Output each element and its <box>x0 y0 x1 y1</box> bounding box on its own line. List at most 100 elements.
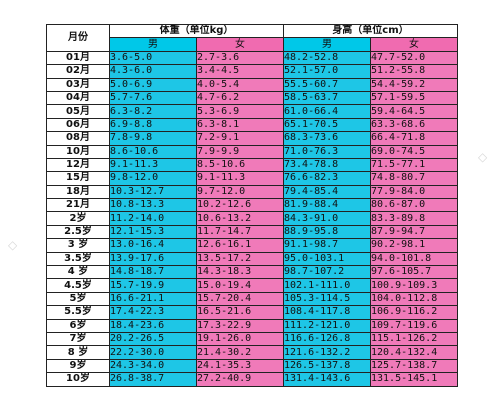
weight-male-cell: 14.8-18.7 <box>109 265 197 280</box>
weight-male-cell: 6.3-8.2 <box>109 104 197 119</box>
weight-female-cell: 3.4-4.5 <box>196 64 284 79</box>
table-row: 03月 5.0-6.9 4.0-5.4 55.5-60.7 54.4-59.2 <box>46 77 458 92</box>
height-female-header: 女 <box>370 37 458 52</box>
height-male-cell: 79.4-85.4 <box>283 184 371 200</box>
height-female-cell: 106.9-116.2 <box>370 305 458 320</box>
month-cell: 5.5岁 <box>46 305 110 320</box>
height-male-cell: 84.3-91.0 <box>283 211 371 226</box>
weight-male-cell: 6.9-8.8 <box>109 117 197 133</box>
height-male-header: 男 <box>283 37 371 52</box>
table-row: 4.5岁 15.7-19.9 15.0-19.4 102.1-111.0 100.9-1… <box>46 278 458 293</box>
height-male-cell: 61.0-66.4 <box>283 104 371 119</box>
month-cell: 10岁 <box>46 372 110 387</box>
height-female-cell: 80.6-87.0 <box>370 198 458 213</box>
height-female-cell: 74.8-80.7 <box>370 171 458 186</box>
height-female-cell: 51.2-55.8 <box>370 64 458 79</box>
table-row: 3 岁 13.0-16.4 12.6-16.1 91.1-98.7 90.2-98.1 <box>46 238 458 253</box>
table-row: 15月 9.8-12.0 9.1-11.3 76.6-82.3 74.8-80.7 <box>46 171 458 186</box>
height-female-cell: 120.4-132.4 <box>370 345 458 360</box>
height-male-cell: 98.7-107.2 <box>283 265 371 280</box>
height-female-cell: 71.5-77.1 <box>370 157 458 173</box>
height-female-cell: 115.1-126.2 <box>370 331 458 347</box>
table-row: 10岁 26.8-38.7 27.2-40.9 131.4-143.6 131.5-14… <box>46 372 458 387</box>
month-cell: 8 岁 <box>46 345 110 360</box>
weight-female-cell: 11.7-14.7 <box>196 224 284 240</box>
weight-male-cell: 26.8-38.7 <box>109 372 197 387</box>
weight-male-cell: 9.8-12.0 <box>109 171 197 186</box>
height-male-cell: 95.0-103.1 <box>283 251 371 267</box>
weight-female-cell: 16.5-21.6 <box>196 305 284 320</box>
table-row: 10月 8.6-10.6 7.9-9.9 71.0-76.3 69.0-74.5 <box>46 144 458 159</box>
height-female-cell: 100.9-109.3 <box>370 278 458 293</box>
weight-male-cell: 12.1-15.3 <box>109 224 197 240</box>
height-male-cell: 68.3-73.6 <box>283 131 371 146</box>
weight-male-cell: 4.3-6.0 <box>109 64 197 79</box>
table-row: 7岁 20.2-26.5 19.1-26.0 116.6-126.8 115.1-126… <box>46 331 458 347</box>
weight-female-header: 女 <box>196 37 284 52</box>
month-cell: 03月 <box>46 77 110 92</box>
weight-male-cell: 5.7-7.6 <box>109 90 197 106</box>
height-female-cell: 94.0-101.8 <box>370 251 458 267</box>
height-male-cell: 81.9-88.4 <box>283 198 371 213</box>
weight-female-cell: 10.2-12.6 <box>196 198 284 213</box>
weight-female-cell: 24.1-35.3 <box>196 358 284 374</box>
table-row: 6岁 18.4-23.6 17.3-22.9 111.2-121.0 109.7-119… <box>46 318 458 333</box>
height-female-cell: 87.9-94.7 <box>370 224 458 240</box>
weight-male-cell: 18.4-23.6 <box>109 318 197 333</box>
table-row: 8 岁 22.2-30.0 21.4-30.2 121.6-132.2 120.4-13… <box>46 345 458 360</box>
height-female-cell: 54.4-59.2 <box>370 77 458 92</box>
weight-male-cell: 8.6-10.6 <box>109 144 197 159</box>
weight-male-cell: 16.6-21.1 <box>109 291 197 307</box>
height-male-cell: 105.3-114.5 <box>283 291 371 307</box>
height-male-cell: 58.5-63.7 <box>283 90 371 106</box>
height-male-cell: 55.5-60.7 <box>283 77 371 92</box>
weight-male-cell: 9.1-11.3 <box>109 157 197 173</box>
weight-female-cell: 14.3-18.3 <box>196 265 284 280</box>
weight-male-cell: 15.7-19.9 <box>109 278 197 293</box>
table-row: 08月 7.8-9.8 7.2-9.1 68.3-73.6 66.4-71.8 <box>46 131 458 146</box>
weight-male-cell: 11.2-14.0 <box>109 211 197 226</box>
month-cell: 4.5岁 <box>46 278 110 293</box>
weight-female-cell: 4.0-5.4 <box>196 77 284 92</box>
table-row: 9岁 24.3-34.0 24.1-35.3 126.5-137.8 125.7-138… <box>46 358 458 374</box>
height-female-cell: 47.7-52.0 <box>370 50 458 66</box>
weight-female-cell: 19.1-26.0 <box>196 331 284 347</box>
weight-female-cell: 2.7-3.6 <box>196 50 284 66</box>
table-body: 01月 3.6-5.0 2.7-3.6 48.2-52.8 47.7-52.0 02月 4.… <box>46 50 458 387</box>
weight-male-cell: 3.6-5.0 <box>109 50 197 66</box>
month-cell: 7岁 <box>46 331 110 347</box>
height-female-cell: 109.7-119.6 <box>370 318 458 333</box>
height-female-cell: 125.7-138.7 <box>370 358 458 374</box>
growth-chart-table: 月份 体重（单位kg） 身高（单位cm） 男 女 男 女 01月 3.6-5.0 2… <box>46 23 458 387</box>
month-cell: 05月 <box>46 104 110 119</box>
height-male-cell: 111.2-121.0 <box>283 318 371 333</box>
month-cell: 4 岁 <box>46 265 110 280</box>
weight-female-cell: 7.9-9.9 <box>196 144 284 159</box>
table-row: 21月 10.8-13.3 10.2-12.6 81.9-88.4 80.6-87.0 <box>46 198 458 213</box>
month-cell: 18月 <box>46 184 110 200</box>
table-row: 18月 10.3-12.7 9.7-12.0 79.4-85.4 77.9-84.0 <box>46 184 458 200</box>
table-row: 5.5岁 17.4-22.3 16.5-21.6 108.4-117.8 106.9-1… <box>46 305 458 320</box>
weight-female-cell: 17.3-22.9 <box>196 318 284 333</box>
height-male-cell: 126.5-137.8 <box>283 358 371 374</box>
weight-female-cell: 27.2-40.9 <box>196 372 284 387</box>
weight-female-cell: 6.3-8.1 <box>196 117 284 133</box>
month-cell: 10月 <box>46 144 110 159</box>
weight-male-cell: 7.8-9.8 <box>109 131 197 146</box>
height-female-cell: 77.9-84.0 <box>370 184 458 200</box>
height-header: 身高（单位cm） <box>283 23 458 39</box>
month-cell: 3 岁 <box>46 238 110 253</box>
table-row: 02月 4.3-6.0 3.4-4.5 52.1-57.0 51.2-55.8 <box>46 64 458 79</box>
height-male-cell: 76.6-82.3 <box>283 171 371 186</box>
table-row: 05月 6.3-8.2 5.3-6.9 61.0-66.4 59.4-64.5 <box>46 104 458 119</box>
month-cell: 15月 <box>46 171 110 186</box>
height-male-cell: 65.1-70.5 <box>283 117 371 133</box>
month-cell: 5岁 <box>46 291 110 307</box>
month-cell: 6岁 <box>46 318 110 333</box>
weight-female-cell: 9.1-11.3 <box>196 171 284 186</box>
table-row: 5岁 16.6-21.1 15.7-20.4 105.3-114.5 104.0-112… <box>46 291 458 307</box>
weight-female-cell: 4.7-6.2 <box>196 90 284 106</box>
weight-female-cell: 21.4-30.2 <box>196 345 284 360</box>
weight-header: 体重（单位kg） <box>109 23 284 39</box>
height-female-cell: 104.0-112.8 <box>370 291 458 307</box>
